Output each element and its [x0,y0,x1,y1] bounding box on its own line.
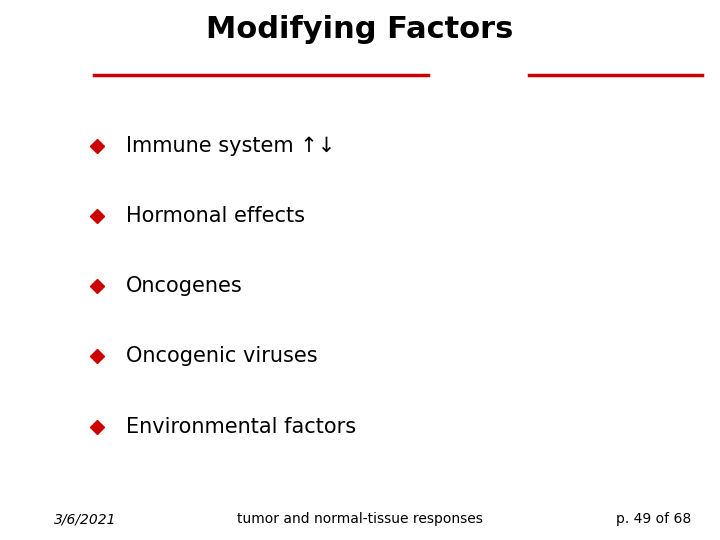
Text: Immune system ↑↓: Immune system ↑↓ [126,136,336,156]
Text: 3/6/2021: 3/6/2021 [54,512,117,526]
Text: tumor and normal-tissue responses: tumor and normal-tissue responses [237,512,483,526]
Text: Oncogenes: Oncogenes [126,276,243,296]
Text: Oncogenic viruses: Oncogenic viruses [126,346,318,367]
Text: Environmental factors: Environmental factors [126,416,356,437]
Text: Hormonal effects: Hormonal effects [126,206,305,226]
Text: p. 49 of 68: p. 49 of 68 [616,512,691,526]
Text: Modifying Factors: Modifying Factors [207,15,513,44]
